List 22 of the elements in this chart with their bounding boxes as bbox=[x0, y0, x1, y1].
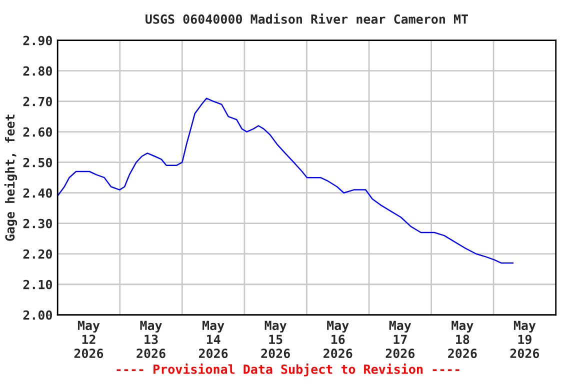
y-tick-label: 2.60 bbox=[23, 127, 52, 137]
x-tick-label: May 17 2026 bbox=[386, 320, 415, 358]
y-tick-label: 2.00 bbox=[23, 310, 52, 320]
y-tick-label: 2.40 bbox=[23, 188, 52, 198]
x-tick-label: May 12 2026 bbox=[74, 320, 104, 358]
y-tick-label: 2.70 bbox=[23, 96, 52, 106]
text: ---- Provisional Data Subject to Revision ---- bbox=[116, 364, 460, 376]
line-series bbox=[58, 98, 514, 264]
y-axis-title: Gage height, feet bbox=[4, 114, 18, 241]
chart-title: USGS 06040000 Madison River near Cameron MT bbox=[146, 13, 468, 24]
x-tick-label: May 18 2026 bbox=[448, 320, 477, 358]
x-tick-label: May 15 2026 bbox=[261, 320, 290, 358]
y-tick-label: 2.30 bbox=[23, 218, 52, 228]
y-tick-label: 2.50 bbox=[23, 158, 52, 168]
x-tick-label: May 13 2026 bbox=[136, 320, 166, 358]
x-tick-label: May 19 2026 bbox=[510, 320, 540, 358]
y-tick-label: 2.20 bbox=[23, 249, 52, 259]
y-tick-label: 2.80 bbox=[23, 66, 52, 76]
y-tick-label: 2.10 bbox=[23, 280, 52, 290]
x-tick-label: May 14 2026 bbox=[198, 320, 228, 358]
y-tick-label: 2.90 bbox=[23, 36, 52, 46]
x-tick-label: May 16 2026 bbox=[324, 320, 352, 358]
